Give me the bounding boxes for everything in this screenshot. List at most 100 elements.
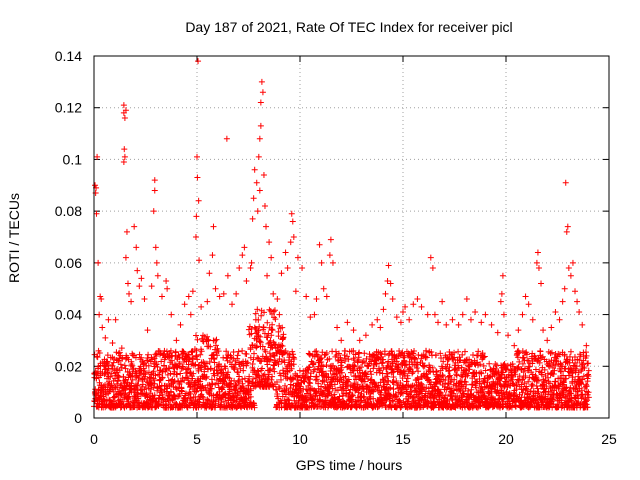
data-point-dense xyxy=(423,347,430,354)
data-point-dense xyxy=(213,376,220,383)
data-point-dense xyxy=(117,361,124,368)
data-point-dense xyxy=(437,350,444,357)
data-point-dense xyxy=(320,363,327,370)
data-point-dense xyxy=(132,368,139,375)
data-point-dense xyxy=(266,350,273,357)
data-point-dense xyxy=(446,373,453,380)
data-point-dense xyxy=(180,350,187,357)
data-point-dense xyxy=(255,316,262,323)
data-point xyxy=(255,153,262,160)
data-point-dense xyxy=(406,365,413,372)
data-point xyxy=(467,316,474,323)
data-point-dense xyxy=(136,372,143,379)
data-point-dense xyxy=(107,373,114,380)
data-point-dense xyxy=(345,376,352,383)
data-point-dense xyxy=(112,384,119,391)
data-point-dense xyxy=(509,361,516,368)
data-point-dense xyxy=(247,346,254,353)
x-tick-label: 25 xyxy=(601,431,617,447)
data-point xyxy=(429,265,436,272)
data-point-dense xyxy=(582,349,589,356)
data-point-dense xyxy=(481,392,488,399)
data-point-dense xyxy=(356,349,363,356)
data-point-dense xyxy=(249,361,256,368)
data-point-dense xyxy=(168,388,175,395)
data-point-dense xyxy=(357,364,364,371)
data-point xyxy=(519,311,526,318)
data-point-dense xyxy=(100,383,107,390)
data-point xyxy=(307,314,314,321)
data-point-dense xyxy=(328,392,335,399)
data-point xyxy=(565,265,572,272)
data-point-dense xyxy=(163,348,170,355)
data-point-dense xyxy=(144,357,151,364)
data-point-dense xyxy=(403,378,410,385)
data-point-dense xyxy=(556,383,563,390)
data-point-dense xyxy=(189,355,196,362)
data-point-dense xyxy=(178,387,185,394)
data-point-dense xyxy=(468,386,475,393)
data-point-dense xyxy=(408,383,415,390)
data-point xyxy=(122,254,129,261)
data-point-dense xyxy=(486,360,493,367)
data-point xyxy=(535,265,542,272)
data-point xyxy=(153,259,160,266)
data-point-dense xyxy=(125,393,132,400)
data-point xyxy=(243,277,250,284)
data-points xyxy=(91,58,592,411)
data-point xyxy=(158,293,165,300)
data-point-dense xyxy=(272,316,279,323)
data-point-dense xyxy=(254,354,261,361)
data-point-dense xyxy=(281,359,288,366)
data-point-dense xyxy=(585,373,592,380)
data-point-dense xyxy=(165,365,172,372)
data-point xyxy=(418,303,425,310)
data-point-dense xyxy=(380,356,387,363)
data-point xyxy=(278,270,285,277)
data-point-dense xyxy=(142,370,149,377)
data-point xyxy=(369,321,376,328)
data-point-dense xyxy=(351,363,358,370)
data-point-dense xyxy=(349,391,356,398)
data-point-dense xyxy=(260,324,267,331)
data-point-dense xyxy=(520,354,527,361)
data-point xyxy=(195,58,202,65)
data-point-dense xyxy=(281,349,288,356)
data-point-dense xyxy=(223,348,230,355)
data-point-dense xyxy=(215,348,222,355)
data-point-dense xyxy=(212,342,219,349)
data-point xyxy=(576,308,583,315)
data-point-dense xyxy=(519,360,526,367)
data-point xyxy=(189,288,196,295)
data-point xyxy=(128,298,135,305)
data-point-dense xyxy=(102,363,109,370)
data-point-dense xyxy=(225,369,232,376)
data-point-dense xyxy=(128,380,135,387)
data-point-dense xyxy=(557,360,564,367)
data-point-dense xyxy=(271,368,278,375)
data-point xyxy=(121,115,128,122)
data-point-dense xyxy=(411,347,418,354)
data-point-dense xyxy=(257,358,264,365)
data-point-dense xyxy=(241,375,248,382)
data-point-dense xyxy=(174,371,181,378)
data-point-dense xyxy=(361,350,368,357)
data-point-dense xyxy=(239,380,246,387)
data-point xyxy=(439,298,446,305)
data-point xyxy=(177,321,184,328)
data-point-dense xyxy=(421,393,428,400)
data-point-dense xyxy=(450,390,457,397)
data-point-dense xyxy=(290,351,297,358)
data-point-dense xyxy=(446,372,453,379)
data-point xyxy=(181,301,188,308)
data-point-dense xyxy=(388,348,395,355)
data-point-dense xyxy=(501,383,508,390)
data-point-dense xyxy=(94,354,101,361)
data-point-dense xyxy=(561,351,568,358)
data-point-dense xyxy=(211,346,218,353)
data-point xyxy=(567,272,574,279)
data-point-dense xyxy=(408,355,415,362)
data-point xyxy=(95,259,102,266)
data-point-dense xyxy=(165,401,172,408)
data-point-dense xyxy=(481,353,488,360)
